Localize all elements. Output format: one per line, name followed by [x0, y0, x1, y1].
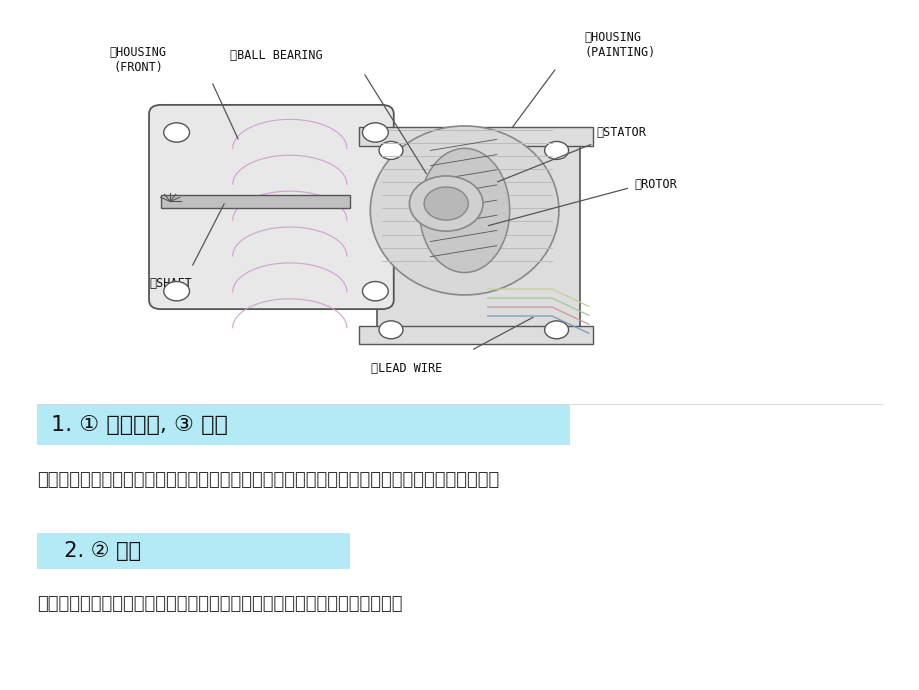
Text: 2. ② 定子: 2. ② 定子 [51, 542, 141, 561]
Circle shape [362, 123, 388, 142]
Circle shape [409, 176, 482, 231]
Circle shape [424, 187, 468, 220]
Ellipse shape [419, 148, 509, 273]
FancyBboxPatch shape [149, 105, 393, 309]
Text: ③HOUSING
(PAINTING): ③HOUSING (PAINTING) [584, 30, 654, 59]
FancyBboxPatch shape [358, 127, 593, 146]
Text: ⑦LEAD WIRE: ⑦LEAD WIRE [370, 362, 442, 375]
FancyBboxPatch shape [161, 195, 349, 208]
Circle shape [164, 123, 189, 142]
FancyBboxPatch shape [377, 135, 579, 331]
Text: ⑤SHAFT: ⑤SHAFT [149, 277, 191, 290]
Text: ①HOUSING
(FRONT): ①HOUSING (FRONT) [109, 46, 166, 74]
Circle shape [379, 321, 403, 339]
Circle shape [544, 321, 568, 339]
Text: 凸缘托架和电机外壳的精密加工性必须得到保证，因为定子内径到转子外径的周向间隙必须均匀。: 凸缘托架和电机外壳的精密加工性必须得到保证，因为定子内径到转子外径的周向间隙必须… [37, 471, 498, 489]
Bar [37, 533, 349, 569]
Bar [37, 405, 570, 445]
Circle shape [379, 141, 403, 159]
Text: 是由硅钒片叠压成定子铁心，再以聚脂薄膜铜线线圈及络缘用薄膜等所构成。: 是由硅钒片叠压成定子铁心，再以聚脂薄膜铜线线圈及络缘用薄膜等所构成。 [37, 595, 402, 613]
Text: ④ROTOR: ④ROTOR [634, 178, 676, 190]
Text: 1. ① 凸缘托架, ③ 外壳: 1. ① 凸缘托架, ③ 外壳 [51, 415, 227, 435]
Circle shape [544, 141, 568, 159]
Text: ②STATOR: ②STATOR [596, 126, 645, 139]
Circle shape [362, 282, 388, 301]
Text: ⑥BALL BEARING: ⑥BALL BEARING [230, 49, 322, 62]
Circle shape [164, 282, 189, 301]
FancyBboxPatch shape [358, 326, 593, 344]
Ellipse shape [369, 126, 559, 295]
